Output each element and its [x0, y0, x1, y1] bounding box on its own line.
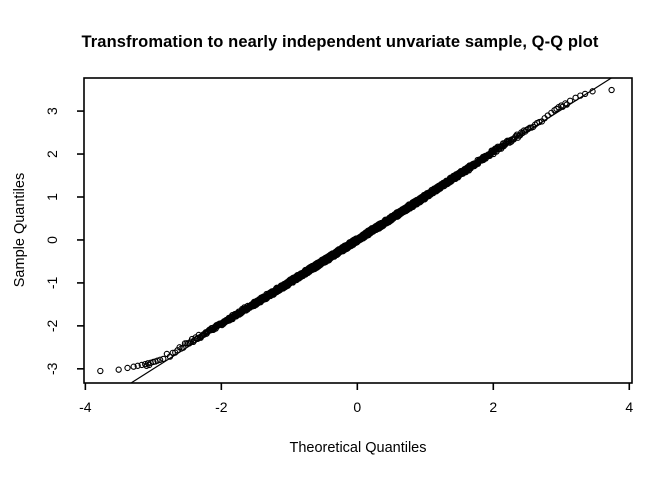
- axis-ticks: [77, 110, 631, 390]
- axis-tick-labels: -4 -2 0 2 4 -3 -2 -1 0 1 2 3: [44, 107, 633, 415]
- x-tick-label: 2: [489, 399, 497, 415]
- y-tick-label: 0: [44, 236, 60, 244]
- data-points: [97, 86, 615, 375]
- y-tick-label: 1: [44, 193, 60, 201]
- outlier-point: [115, 366, 122, 373]
- data-point: [536, 118, 543, 126]
- outlier-point: [134, 362, 141, 369]
- plot-box: [83, 77, 633, 384]
- y-tick-label: -1: [44, 276, 60, 289]
- y-axis-title: Sample Quantiles: [12, 172, 28, 288]
- data-point: [160, 355, 167, 363]
- outlier-point: [156, 356, 164, 363]
- outlier-point: [130, 363, 137, 370]
- outlier-point: [608, 86, 615, 94]
- outlier-point: [562, 100, 569, 107]
- outlier-point: [581, 90, 589, 98]
- outlier-point: [589, 88, 596, 95]
- outlier-point: [154, 357, 161, 364]
- y-tick-label: -2: [44, 319, 60, 332]
- y-tick-label: 2: [44, 150, 60, 158]
- x-tick-label: 0: [353, 399, 361, 415]
- y-tick-label: -3: [44, 362, 60, 375]
- outlier-point: [97, 367, 104, 375]
- y-tick-label: 3: [44, 107, 60, 115]
- outlier-point: [124, 364, 131, 372]
- outlier-point: [563, 101, 570, 108]
- x-tick-label: -2: [215, 399, 228, 415]
- data-point: [524, 125, 532, 133]
- chart-title: Transfromation to nearly independent unv…: [81, 33, 599, 51]
- x-tick-label: -4: [79, 399, 92, 415]
- plot-frame: [83, 77, 633, 384]
- x-tick-label: 4: [625, 399, 633, 415]
- data-point: [169, 349, 176, 357]
- x-axis-title: Theoretical Quantiles: [289, 440, 427, 456]
- outlier-point: [566, 97, 574, 104]
